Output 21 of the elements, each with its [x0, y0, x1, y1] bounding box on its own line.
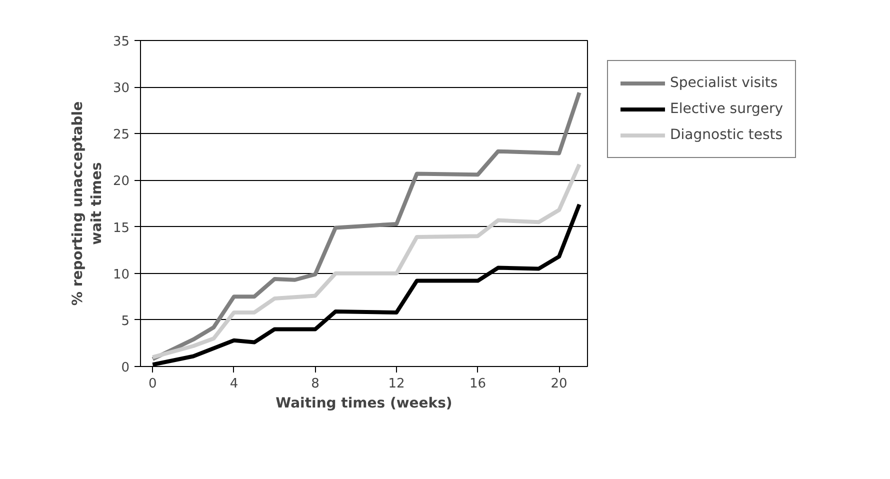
x-axis-title: Waiting times (weeks): [276, 396, 452, 412]
x-tick-label: 20: [550, 376, 568, 392]
x-tick-label: 4: [230, 376, 238, 392]
x-tick-label: 16: [470, 376, 486, 392]
legend-label: Elective surgery: [670, 101, 783, 117]
legend-label: Diagnostic tests: [670, 127, 783, 143]
y-tick-label: 10: [112, 267, 130, 282]
y-tick-label: 30: [112, 81, 130, 96]
line-series: [150, 90, 582, 362]
y-tick-label: 20: [112, 174, 130, 190]
line-series: [150, 162, 582, 360]
y-tick-label: 0: [121, 360, 130, 376]
legend-label: Specialist visits: [670, 75, 778, 91]
x-tick-label: 0: [148, 376, 157, 392]
y-tick-label: 25: [112, 128, 130, 143]
y-tick-label: 35: [112, 34, 130, 50]
y-tick-label: 15: [112, 220, 130, 236]
x-tick-label: 8: [311, 376, 320, 392]
y-axis-title: % reporting unacceptable wait times: [70, 101, 105, 306]
y-tick-label: 5: [121, 314, 130, 329]
x-tick-label: 12: [388, 376, 405, 392]
